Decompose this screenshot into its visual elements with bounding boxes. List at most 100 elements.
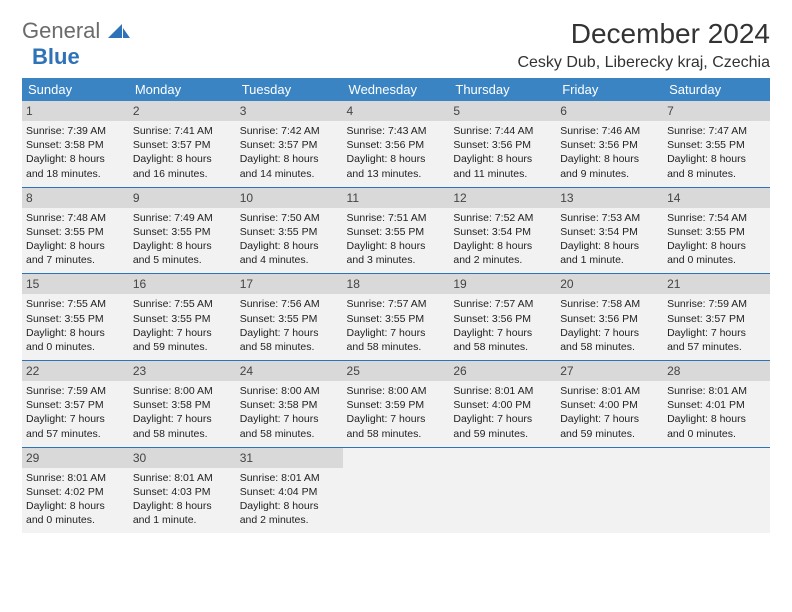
daylight-line: Daylight: 7 hours and 57 minutes. — [26, 412, 125, 440]
weekday-header: Saturday — [663, 78, 770, 101]
sunrise-line: Sunrise: 7:49 AM — [133, 211, 232, 225]
sunrise-line: Sunrise: 7:42 AM — [240, 124, 339, 138]
day-number-bar: 22 — [22, 361, 129, 381]
day-number-bar: 21 — [663, 274, 770, 294]
calendar-day-cell: 6Sunrise: 7:46 AMSunset: 3:56 PMDaylight… — [556, 101, 663, 187]
daylight-line: Daylight: 8 hours and 8 minutes. — [667, 152, 766, 180]
sunset-line: Sunset: 3:55 PM — [240, 225, 339, 239]
daylight-line: Daylight: 8 hours and 2 minutes. — [453, 239, 552, 267]
calendar-day-cell: 26Sunrise: 8:01 AMSunset: 4:00 PMDayligh… — [449, 361, 556, 448]
day-number: 24 — [240, 364, 253, 378]
sunrise-line: Sunrise: 7:59 AM — [667, 297, 766, 311]
day-number-bar: 16 — [129, 274, 236, 294]
calendar-day-cell: 31Sunrise: 8:01 AMSunset: 4:04 PMDayligh… — [236, 447, 343, 533]
calendar-table: Sunday Monday Tuesday Wednesday Thursday… — [22, 78, 770, 533]
daylight-line: Daylight: 8 hours and 0 minutes. — [26, 499, 125, 527]
calendar-day-cell: 20Sunrise: 7:58 AMSunset: 3:56 PMDayligh… — [556, 274, 663, 361]
day-number: 19 — [453, 277, 466, 291]
calendar-day-cell: 30Sunrise: 8:01 AMSunset: 4:03 PMDayligh… — [129, 447, 236, 533]
daylight-line: Daylight: 7 hours and 58 minutes. — [453, 326, 552, 354]
day-number-bar: 1 — [22, 101, 129, 121]
sunset-line: Sunset: 3:55 PM — [26, 312, 125, 326]
daylight-line: Daylight: 7 hours and 57 minutes. — [667, 326, 766, 354]
daylight-line: Daylight: 8 hours and 18 minutes. — [26, 152, 125, 180]
sunset-line: Sunset: 3:57 PM — [240, 138, 339, 152]
sunrise-line: Sunrise: 7:51 AM — [347, 211, 446, 225]
calendar-day-cell: 18Sunrise: 7:57 AMSunset: 3:55 PMDayligh… — [343, 274, 450, 361]
sunrise-line: Sunrise: 7:50 AM — [240, 211, 339, 225]
day-number: 4 — [347, 104, 354, 118]
day-number: 14 — [667, 191, 680, 205]
daylight-line: Daylight: 7 hours and 58 minutes. — [347, 326, 446, 354]
day-number-bar: 25 — [343, 361, 450, 381]
day-number: 29 — [26, 451, 39, 465]
sunset-line: Sunset: 3:58 PM — [133, 398, 232, 412]
sunset-line: Sunset: 3:57 PM — [26, 398, 125, 412]
sunrise-line: Sunrise: 7:48 AM — [26, 211, 125, 225]
day-number: 15 — [26, 277, 39, 291]
daylight-line: Daylight: 8 hours and 2 minutes. — [240, 499, 339, 527]
calendar-day-cell: 16Sunrise: 7:55 AMSunset: 3:55 PMDayligh… — [129, 274, 236, 361]
calendar-week-row: 1Sunrise: 7:39 AMSunset: 3:58 PMDaylight… — [22, 101, 770, 187]
daylight-line: Daylight: 8 hours and 0 minutes. — [667, 239, 766, 267]
calendar-day-cell: 21Sunrise: 7:59 AMSunset: 3:57 PMDayligh… — [663, 274, 770, 361]
calendar-day-cell — [343, 447, 450, 533]
sunrise-line: Sunrise: 8:01 AM — [453, 384, 552, 398]
header: General Blue December 2024 Cesky Dub, Li… — [22, 18, 770, 72]
calendar-day-cell: 2Sunrise: 7:41 AMSunset: 3:57 PMDaylight… — [129, 101, 236, 187]
day-number: 8 — [26, 191, 33, 205]
day-number-bar: 12 — [449, 188, 556, 208]
calendar-week-row: 15Sunrise: 7:55 AMSunset: 3:55 PMDayligh… — [22, 274, 770, 361]
daylight-line: Daylight: 8 hours and 14 minutes. — [240, 152, 339, 180]
day-number-bar: 15 — [22, 274, 129, 294]
weekday-header-row: Sunday Monday Tuesday Wednesday Thursday… — [22, 78, 770, 101]
month-title: December 2024 — [517, 18, 770, 50]
day-number: 9 — [133, 191, 140, 205]
daylight-line: Daylight: 8 hours and 9 minutes. — [560, 152, 659, 180]
sunset-line: Sunset: 3:58 PM — [240, 398, 339, 412]
day-number-bar: 23 — [129, 361, 236, 381]
day-number: 21 — [667, 277, 680, 291]
day-number: 30 — [133, 451, 146, 465]
calendar-day-cell — [449, 447, 556, 533]
day-number: 23 — [133, 364, 146, 378]
day-number-bar: 4 — [343, 101, 450, 121]
calendar-day-cell: 14Sunrise: 7:54 AMSunset: 3:55 PMDayligh… — [663, 187, 770, 274]
sunset-line: Sunset: 3:55 PM — [133, 225, 232, 239]
sunrise-line: Sunrise: 8:01 AM — [560, 384, 659, 398]
day-number: 17 — [240, 277, 253, 291]
sunrise-line: Sunrise: 8:00 AM — [347, 384, 446, 398]
calendar-day-cell — [556, 447, 663, 533]
calendar-day-cell: 23Sunrise: 8:00 AMSunset: 3:58 PMDayligh… — [129, 361, 236, 448]
day-number: 2 — [133, 104, 140, 118]
logo-text-blue: Blue — [32, 44, 80, 69]
calendar-day-cell: 5Sunrise: 7:44 AMSunset: 3:56 PMDaylight… — [449, 101, 556, 187]
daylight-line: Daylight: 8 hours and 7 minutes. — [26, 239, 125, 267]
sunrise-line: Sunrise: 7:44 AM — [453, 124, 552, 138]
day-number-bar: 26 — [449, 361, 556, 381]
calendar-day-cell: 29Sunrise: 8:01 AMSunset: 4:02 PMDayligh… — [22, 447, 129, 533]
daylight-line: Daylight: 8 hours and 3 minutes. — [347, 239, 446, 267]
calendar-week-row: 8 Sunrise: 7:48 AM Sunset: 3:55 PM Daylight… — [22, 187, 770, 274]
day-number-bar: 8 — [22, 188, 129, 208]
daylight-line: Daylight: 7 hours and 58 minutes. — [347, 412, 446, 440]
day-number-bar: 27 — [556, 361, 663, 381]
day-number-bar: 28 — [663, 361, 770, 381]
location-text: Cesky Dub, Liberecky kraj, Czechia — [517, 54, 770, 72]
sunset-line: Sunset: 3:56 PM — [347, 138, 446, 152]
daylight-line: Daylight: 8 hours and 13 minutes. — [347, 152, 446, 180]
daylight-line: Daylight: 8 hours and 1 minute. — [560, 239, 659, 267]
sunset-line: Sunset: 3:56 PM — [453, 312, 552, 326]
calendar-day-cell: 12Sunrise: 7:52 AMSunset: 3:54 PMDayligh… — [449, 187, 556, 274]
sunrise-line: Sunrise: 7:43 AM — [347, 124, 446, 138]
calendar-day-cell: 17Sunrise: 7:56 AMSunset: 3:55 PMDayligh… — [236, 274, 343, 361]
calendar-day-cell: 10Sunrise: 7:50 AMSunset: 3:55 PMDayligh… — [236, 187, 343, 274]
title-block: December 2024 Cesky Dub, Liberecky kraj,… — [517, 18, 770, 72]
calendar-day-cell: 1Sunrise: 7:39 AMSunset: 3:58 PMDaylight… — [22, 101, 129, 187]
calendar-day-cell: 13Sunrise: 7:53 AMSunset: 3:54 PMDayligh… — [556, 187, 663, 274]
sunset-line: Sunset: 4:02 PM — [26, 485, 125, 499]
calendar-day-cell: 11Sunrise: 7:51 AMSunset: 3:55 PMDayligh… — [343, 187, 450, 274]
day-number: 13 — [560, 191, 573, 205]
day-number: 18 — [347, 277, 360, 291]
sunrise-line: Sunrise: 7:57 AM — [453, 297, 552, 311]
